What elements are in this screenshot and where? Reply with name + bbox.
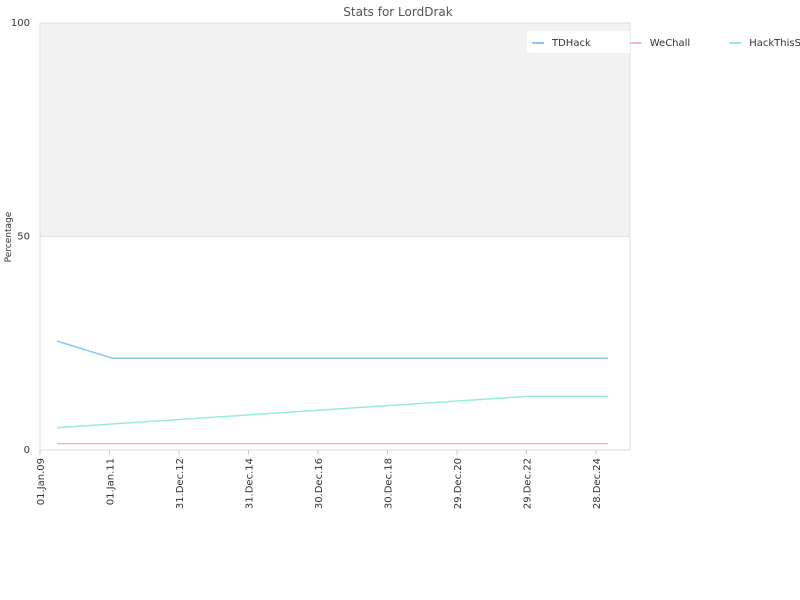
y-axis-label: Percentage [4, 211, 14, 262]
x-tick-label: 28.Dec.24 [592, 458, 603, 509]
series-line [57, 395, 608, 429]
x-tick-label: 29.Dec.20 [453, 458, 464, 509]
x-tick-label: 31.Dec.14 [245, 458, 256, 509]
plot-frame [39, 22, 631, 451]
legend-box [527, 31, 630, 53]
x-tick-label: 30.Dec.16 [314, 458, 325, 509]
x-tick-label: 01.Jan.11 [106, 458, 117, 505]
x-tick-label: 31.Dec.12 [175, 458, 186, 509]
x-tick-label: 30.Dec.18 [384, 458, 395, 509]
series-line [57, 340, 608, 359]
legend: TDHack WeChall HackThisSite [527, 31, 800, 53]
y-tick-label: 0 [24, 445, 30, 456]
x-tick-label: 01.Jan.09 [36, 458, 47, 505]
chart-title: Stats for LordDrak [343, 5, 452, 19]
y-tick-label: 100 [11, 18, 30, 29]
legend-label: TDHack [551, 38, 591, 49]
legend-label: HackThisSite [749, 38, 800, 49]
legend-label: WeChall [650, 38, 690, 49]
y-tick-label: 50 [17, 232, 30, 243]
x-tick-label: 29.Dec.22 [523, 458, 534, 509]
plot-band [40, 23, 630, 237]
